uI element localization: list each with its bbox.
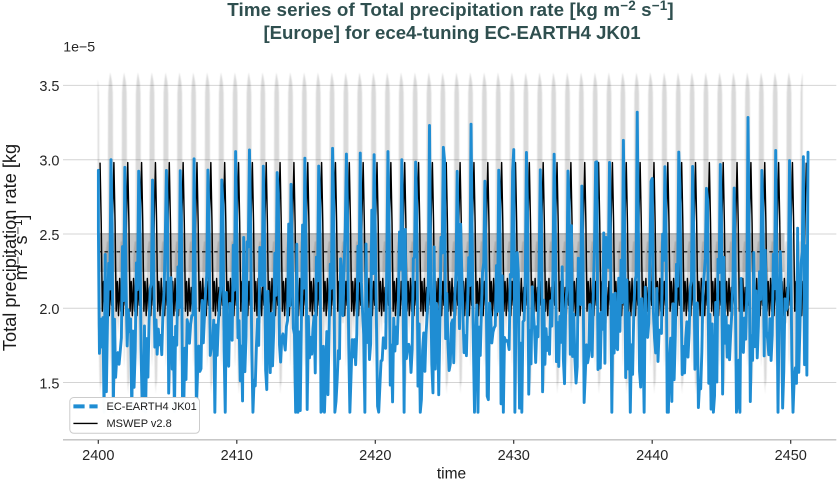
svg-text:MSWEP v2.8: MSWEP v2.8 (107, 418, 172, 430)
svg-text:2410: 2410 (221, 448, 253, 464)
svg-text:2420: 2420 (359, 448, 391, 464)
svg-text:2.5: 2.5 (39, 228, 59, 244)
svg-text:2400: 2400 (82, 448, 114, 464)
svg-text:2430: 2430 (498, 448, 530, 464)
svg-text:time: time (437, 466, 466, 481)
svg-text:2450: 2450 (775, 448, 807, 464)
svg-text:m⁻² s⁻¹]: m⁻² s⁻¹] (11, 215, 31, 281)
svg-text:3.0: 3.0 (39, 154, 59, 170)
svg-text:Time series of Total precipita: Time series of Total precipitation rate … (227, 0, 674, 20)
svg-text:2440: 2440 (636, 448, 668, 464)
svg-text:1.5: 1.5 (39, 376, 59, 392)
svg-text:3.5: 3.5 (39, 79, 59, 95)
svg-text:[Europe] for ece4-tuning EC-EA: [Europe] for ece4-tuning EC-EARTH4 JK01 (263, 22, 640, 43)
svg-text:Total precipitation rate [kg: Total precipitation rate [kg (0, 144, 20, 351)
svg-text:2.0: 2.0 (39, 302, 59, 318)
svg-text:1e−5: 1e−5 (63, 39, 95, 55)
svg-text:EC-EARTH4 JK01: EC-EARTH4 JK01 (107, 401, 197, 413)
